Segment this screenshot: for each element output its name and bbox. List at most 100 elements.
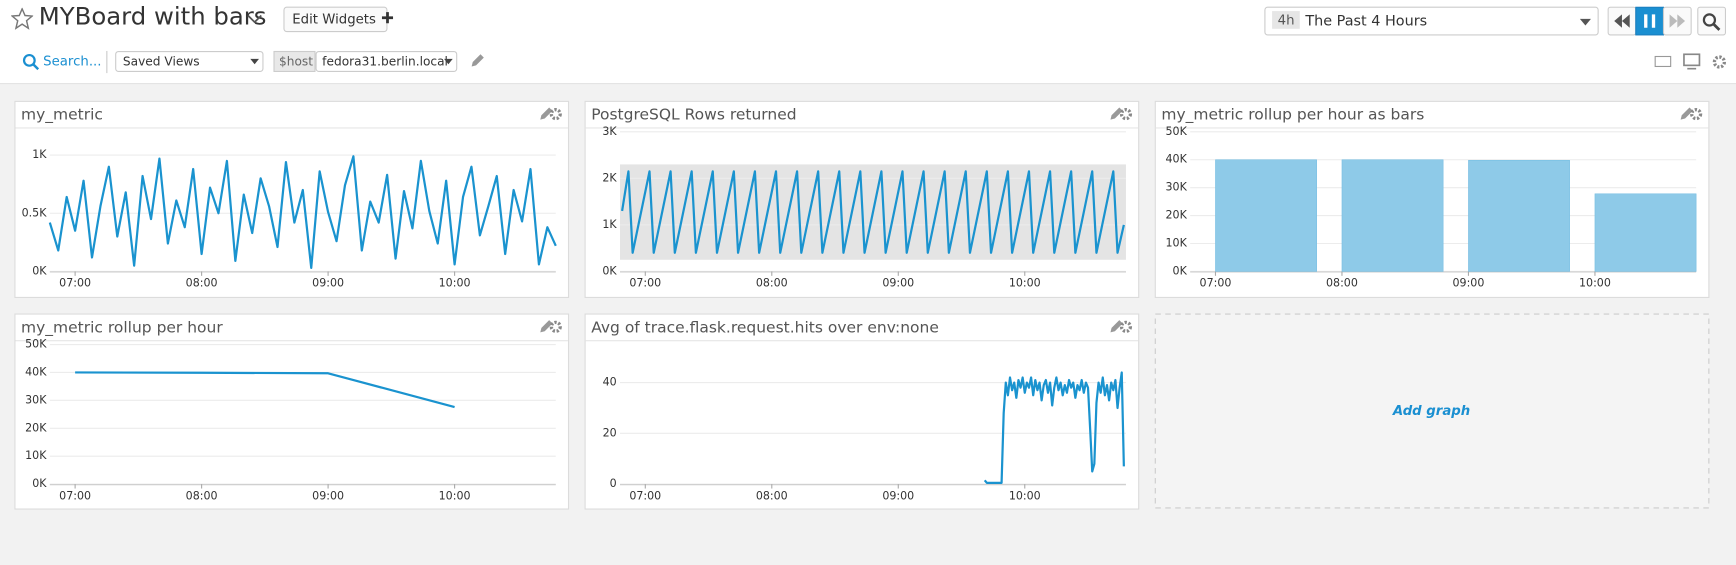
line — [621, 170, 1125, 254]
y-tick-label: 20 — [603, 426, 617, 439]
x-tick-label: 08:00 — [1326, 277, 1358, 290]
x-tick-label: 09:00 — [312, 489, 344, 502]
caret — [250, 58, 260, 65]
zoom-icon — [1702, 13, 1717, 27]
x-tick-label: 07:00 — [629, 489, 661, 502]
y-tick-label: 0 — [610, 477, 617, 490]
zoom-button[interactable] — [1697, 6, 1727, 36]
pause-icon — [1644, 14, 1656, 28]
x-tick-label: 09:00 — [312, 277, 344, 290]
x-tick-label: 07:00 — [629, 277, 661, 290]
title-dropdown[interactable] — [246, 11, 264, 27]
header: MYBoard with bars Edit Widgets 4h The Pa… — [0, 0, 1736, 85]
time-picker[interactable]: 4h The Past 4 Hours — [1264, 6, 1599, 36]
y-tick-label: 40K — [25, 365, 47, 378]
bar — [1215, 159, 1317, 272]
bar — [1468, 160, 1570, 272]
x-tick-label: 10:00 — [1009, 489, 1041, 502]
back-icon — [1614, 14, 1630, 28]
edit-icon[interactable] — [1110, 107, 1123, 120]
add-graph-placeholder[interactable] — [1154, 313, 1710, 509]
widget-title: my_metric — [21, 106, 103, 125]
edit-icon[interactable] — [1110, 320, 1123, 333]
x-tick-label: 08:00 — [756, 489, 788, 502]
x-tick-label: 07:00 — [59, 489, 91, 502]
saved-views-label: Saved Views — [122, 54, 200, 69]
edit-widgets-label: Edit Widgets — [292, 11, 376, 27]
settings-icon[interactable] — [1119, 320, 1133, 333]
search-icon — [22, 53, 40, 71]
y-tick-label: 40 — [603, 376, 617, 389]
x-tick-label: 07:00 — [1200, 277, 1232, 290]
widget-title: Avg of trace.flask.request.hits over env… — [591, 318, 939, 336]
time-badge: 4h — [1272, 11, 1301, 29]
y-tick-label: 1K — [32, 148, 47, 161]
y-tick-label: 50K — [25, 338, 47, 351]
settings-icon[interactable] — [1712, 55, 1727, 69]
x-tick-label: 10:00 — [1009, 277, 1041, 290]
settings-icon[interactable] — [549, 320, 562, 333]
edit-icon[interactable] — [540, 320, 553, 333]
widget — [14, 313, 570, 510]
y-tick-label: 0K — [32, 264, 47, 277]
y-tick-label: 20K — [25, 421, 47, 434]
y-tick-label: 0K — [602, 264, 617, 277]
edit-icon[interactable] — [540, 107, 553, 120]
edit-icon[interactable] — [1680, 107, 1693, 120]
line — [983, 371, 1125, 484]
tv-icon[interactable] — [1683, 53, 1701, 67]
widget — [584, 313, 1140, 510]
edit-variables-icon[interactable] — [469, 53, 484, 69]
widget-title: PostgreSQL Rows returned — [591, 106, 796, 124]
line — [48, 155, 557, 270]
y-tick-label: 0K — [32, 477, 47, 490]
separator — [106, 50, 108, 74]
x-tick-label: 08:00 — [756, 277, 788, 290]
y-tick-label: 40K — [1166, 153, 1188, 166]
toolbar-icons — [1654, 53, 1727, 70]
saved-views-select[interactable]: Saved Views — [115, 50, 264, 73]
y-tick-label: 1K — [602, 218, 617, 231]
x-tick-label: 10:00 — [439, 489, 471, 502]
y-tick-label: 0.5K — [22, 206, 48, 219]
x-tick-label: 07:00 — [59, 277, 91, 290]
y-tick-label: 10K — [1166, 236, 1188, 249]
variable-name: $host — [273, 50, 316, 73]
bar — [1341, 159, 1444, 272]
zoom-handle — [1712, 23, 1721, 31]
y-tick-label: 3K — [602, 125, 617, 138]
variable-value: fedora31.berlin.local — [322, 54, 448, 69]
bar — [1594, 193, 1697, 272]
line — [75, 371, 455, 409]
star-icon[interactable] — [11, 7, 34, 30]
edit-widgets-button[interactable]: Edit Widgets — [283, 6, 393, 33]
caret — [443, 58, 453, 65]
x-tick-label: 09:00 — [882, 277, 914, 290]
settings-icon[interactable] — [549, 108, 562, 121]
widget-title: my_metric rollup per hour — [21, 318, 223, 337]
forward-icon — [1669, 14, 1686, 28]
variable-select[interactable]: fedora31.berlin.local — [315, 50, 458, 73]
y-tick-label: 2K — [602, 171, 617, 184]
keyboard-icon[interactable] — [1654, 55, 1672, 68]
y-tick-label: 30K — [1166, 181, 1188, 194]
x-tick-label: 08:00 — [186, 489, 218, 502]
x-tick-label: 09:00 — [882, 489, 914, 502]
y-tick-label: 30K — [25, 393, 47, 406]
playback-controls — [1607, 6, 1727, 36]
y-tick-label: 10K — [25, 449, 47, 462]
settings-icon[interactable] — [1119, 108, 1133, 121]
caret — [1579, 18, 1591, 26]
x-tick-label: 08:00 — [186, 277, 218, 290]
y-tick-label: 20K — [1166, 209, 1188, 222]
time-range: The Past 4 Hours — [1305, 13, 1428, 30]
search-input[interactable]: Search... — [43, 53, 102, 69]
x-tick-label: 10:00 — [439, 277, 471, 290]
add-graph-label[interactable]: Add graph — [1392, 404, 1470, 419]
y-tick-label: 50K — [1166, 125, 1188, 138]
dashboard-title: MYBoard with bars — [38, 3, 267, 32]
pause-button[interactable] — [1635, 6, 1665, 36]
